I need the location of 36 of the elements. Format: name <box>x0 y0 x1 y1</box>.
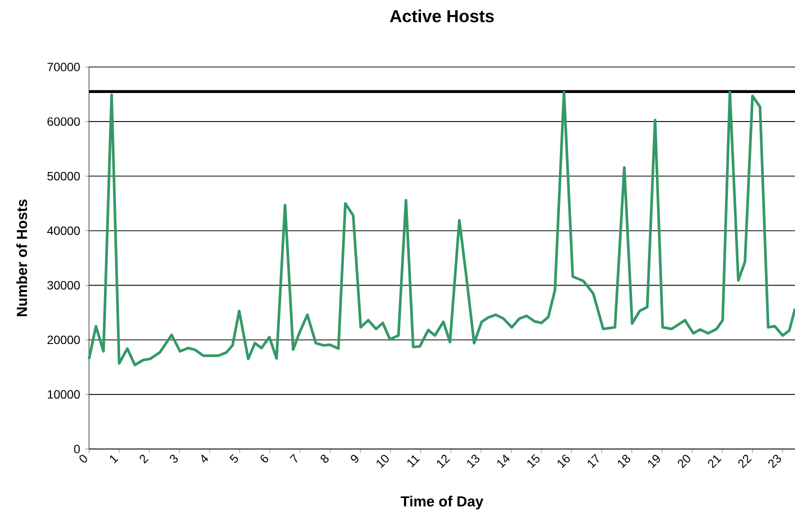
y-tick-label: 0 <box>74 444 80 454</box>
x-axis-title: Time of Day <box>400 496 484 510</box>
y-tick-label: 20000 <box>48 336 80 344</box>
x-tick-label: 14 <box>497 454 510 468</box>
x-tick-label: 22 <box>738 454 752 468</box>
y-tick-label: 70000 <box>48 62 80 72</box>
x-tick-label: 12 <box>437 454 450 468</box>
x-tick-label: 3 <box>170 454 178 463</box>
y-axis-title: Number of Hosts <box>16 200 28 316</box>
x-tick-label: 1 <box>110 455 118 464</box>
x-tick-label: 19 <box>648 454 660 468</box>
y-tick-label: 60000 <box>48 117 80 126</box>
x-tick-label: 5 <box>230 454 238 463</box>
y-tick-label: 40000 <box>47 226 80 235</box>
x-tick-label: 6 <box>260 454 268 462</box>
x-tick-label: 0 <box>79 454 88 463</box>
x-tick-label: 18 <box>618 454 630 468</box>
x-tick-label: 16 <box>558 454 570 468</box>
y-tick-label: 50000 <box>47 172 80 180</box>
y-tick-label: 30000 <box>47 281 80 290</box>
chart-title: Active Hosts <box>390 10 494 22</box>
y-tick-label: 10000 <box>48 390 80 399</box>
x-tick-label: 9 <box>350 454 358 463</box>
x-tick-label: 23 <box>768 454 781 468</box>
x-tick-label: 8 <box>320 454 329 463</box>
x-tick-label: 21 <box>708 455 722 468</box>
x-tick-label: 13 <box>467 454 480 468</box>
x-tick-label: 10 <box>376 454 389 468</box>
line-series <box>88 90 795 366</box>
x-tick-label: 7 <box>290 454 298 462</box>
x-tick-label: 17 <box>588 454 599 468</box>
x-tick-label: 4 <box>202 454 208 462</box>
x-tick-label: 20 <box>678 454 690 468</box>
x-tick-label: 15 <box>527 454 540 468</box>
x-tick-label: 11 <box>407 455 420 468</box>
x-tick-label: 2 <box>140 454 149 464</box>
